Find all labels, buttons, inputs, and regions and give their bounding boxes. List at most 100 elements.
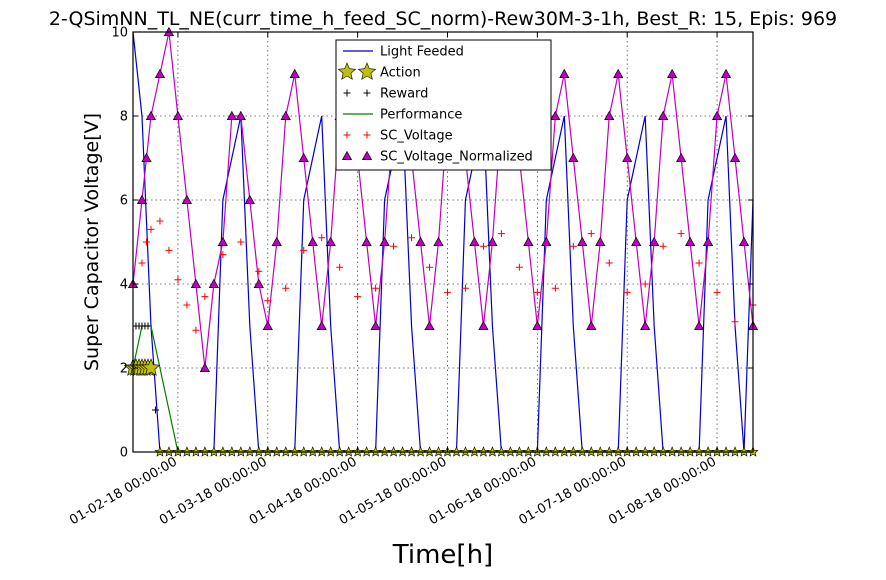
legend-label: Light Feeded [380, 45, 464, 60]
data-point-sc-voltage-normalized [289, 68, 300, 78]
legend-label: SC_Voltage_Normalized [380, 150, 533, 165]
data-point-sc-voltage-normalized [199, 362, 210, 372]
data-point-sc-voltage [443, 288, 451, 296]
data-point-sc-voltage-normalized [253, 278, 264, 288]
y-tick-label: 10 [111, 26, 128, 41]
legend-label: SC_Voltage [380, 129, 453, 144]
data-point-sc-voltage [255, 267, 263, 275]
data-point-sc-voltage-normalized [145, 110, 157, 120]
data-point-sc-voltage-normalized [316, 320, 327, 330]
data-point-action [141, 358, 161, 376]
y-tick-label: 8 [120, 110, 128, 125]
data-point-sc-voltage-normalized [154, 68, 166, 78]
data-point-sc-voltage-normalized [136, 194, 148, 204]
data-point-sc-voltage [219, 251, 227, 259]
data-point-sc-voltage-normalized [550, 110, 561, 120]
data-point-sc-voltage [142, 238, 150, 246]
data-point-sc-voltage-normalized [738, 236, 750, 246]
data-point-sc-voltage-normalized [577, 236, 588, 246]
data-point-sc-voltage [408, 234, 416, 242]
data-point-sc-voltage-normalized [226, 110, 237, 120]
data-point-sc-voltage-normalized [640, 320, 651, 330]
y-tick-label: 2 [120, 362, 128, 377]
series-sc-voltage [129, 217, 757, 334]
data-point-sc-voltage [300, 246, 308, 254]
data-point-sc-voltage-normalized [325, 236, 336, 246]
data-point-sc-voltage-normalized [141, 152, 152, 162]
data-point-sc-voltage-normalized [298, 152, 309, 162]
data-point-reward [151, 406, 159, 414]
data-point-reward [144, 322, 152, 330]
legend-label: Action [380, 66, 421, 81]
x-axis-label: Time[h] [392, 540, 493, 570]
data-point-sc-voltage [165, 246, 173, 254]
data-point-sc-voltage [605, 259, 613, 267]
data-point-sc-voltage [147, 225, 155, 233]
data-point-sc-voltage [426, 263, 434, 271]
data-point-sc-voltage-normalized [541, 236, 552, 246]
data-point-sc-voltage [641, 280, 649, 288]
data-point-sc-voltage-normalized [693, 320, 705, 330]
legend-swatch [357, 62, 377, 80]
legend: Light Feeded Action Reward Performance SC_Vo… [335, 39, 552, 171]
data-point-sc-voltage-normalized [235, 110, 246, 120]
data-point-sc-voltage [695, 259, 703, 267]
data-point-sc-voltage-normalized [568, 152, 579, 162]
legend-entries: Light Feeded Action Reward Performance SC_Vo… [337, 45, 533, 165]
legend-item-sc-voltage-normalized: SC_Voltage_Normalized [341, 150, 533, 165]
data-point-sc-voltage [156, 217, 164, 225]
data-point-sc-voltage-normalized [172, 110, 184, 120]
legend-item-sc-voltage: SC_Voltage [343, 129, 453, 144]
legend-label: Performance [380, 108, 462, 123]
data-point-sc-voltage-normalized [307, 236, 318, 246]
data-point-sc-voltage [461, 284, 469, 292]
data-point-sc-voltage-normalized [379, 236, 390, 246]
series-action [123, 358, 759, 457]
data-point-sc-voltage [174, 276, 182, 284]
chart-title: 2-QSimNN_TL_NE(curr_time_h_feed_SC_norm)… [49, 8, 837, 30]
data-point-sc-voltage-normalized [604, 110, 615, 120]
legend-item-light-feeded: Light Feeded [343, 45, 464, 60]
data-point-sc-voltage-normalized [469, 236, 480, 246]
legend-swatch [343, 89, 351, 97]
legend-item-performance: Performance [343, 108, 462, 123]
legend-label: Reward [380, 87, 428, 102]
data-point-sc-voltage [282, 284, 290, 292]
legend-swatch [363, 89, 371, 97]
legend-swatch [363, 131, 371, 139]
data-point-sc-voltage [354, 293, 362, 301]
data-point-sc-voltage [731, 318, 739, 326]
data-point-sc-voltage-normalized [685, 236, 696, 246]
plot-frame [132, 31, 754, 453]
data-point-sc-voltage-normalized [424, 320, 435, 330]
data-point-sc-voltage-normalized [415, 236, 426, 246]
data-point-sc-voltage-normalized [532, 320, 543, 330]
data-point-sc-voltage [336, 263, 344, 271]
legend-swatch [341, 150, 353, 160]
data-point-sc-voltage-normalized [595, 236, 606, 246]
data-point-sc-voltage [479, 242, 487, 250]
data-point-sc-voltage-normalized [361, 236, 372, 246]
data-point-sc-voltage-normalized [370, 320, 381, 330]
series-sc-voltage-normalized [127, 26, 759, 372]
data-point-sc-voltage-normalized [262, 320, 273, 330]
data-point-sc-voltage-normalized [658, 110, 669, 120]
data-point-sc-voltage [201, 293, 209, 301]
data-point-sc-voltage-normalized [478, 320, 489, 330]
data-point-sc-voltage [659, 242, 667, 250]
data-point-sc-voltage-normalized [271, 236, 282, 246]
data-point-sc-voltage-normalized [487, 236, 498, 246]
data-point-sc-voltage [677, 230, 685, 238]
data-point-sc-voltage [533, 288, 541, 296]
y-tick-label: 0 [120, 446, 128, 461]
data-point-sc-voltage-normalized [523, 236, 534, 246]
data-point-sc-voltage [713, 288, 721, 296]
data-point-sc-voltage [390, 242, 398, 250]
data-point-sc-voltage [183, 301, 191, 309]
y-tick-label: 6 [120, 194, 128, 209]
data-point-sc-voltage [192, 326, 200, 334]
series-line-performance [132, 325, 753, 453]
legend-swatch [361, 150, 373, 160]
data-point-sc-voltage-normalized [711, 110, 723, 120]
